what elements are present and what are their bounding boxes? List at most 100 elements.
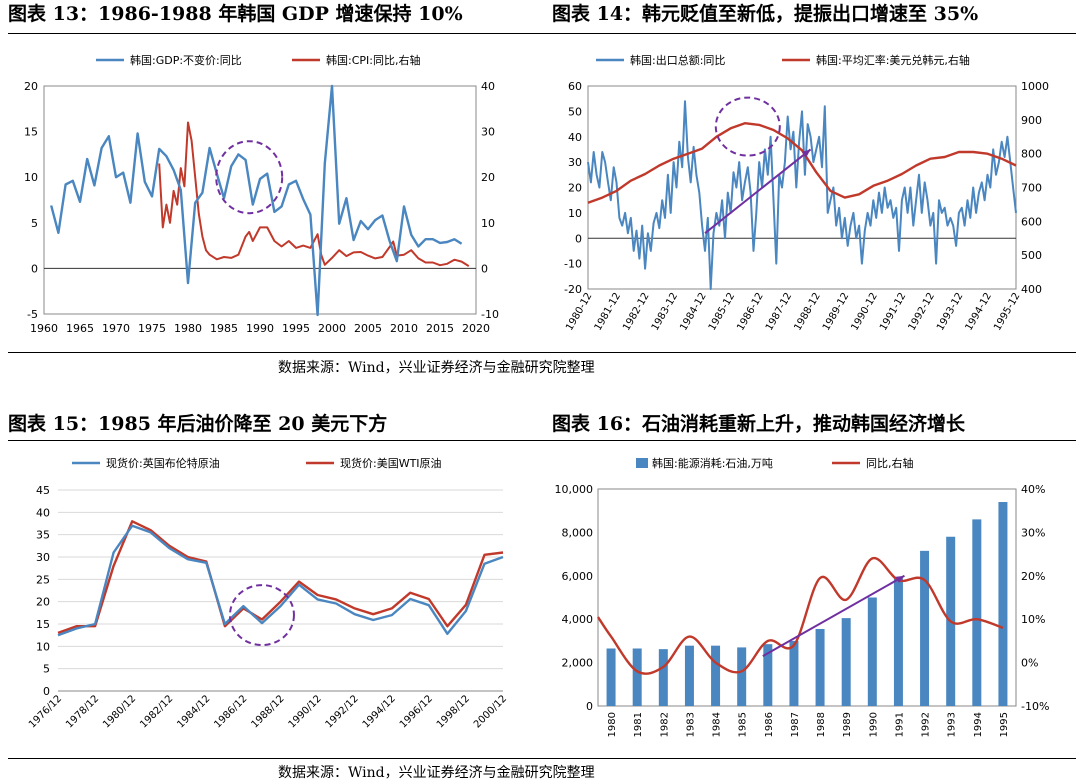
chart15-title: 图表 15：1985 年后油价降至 20 美元下方 [8,413,388,435]
chart15-y-tick: 25 [36,573,50,586]
chart16-yright-tick: 10% [1021,613,1045,626]
chart14: -20 -10 0 10 20 30 40 50 60 400 500 600 700 800 900 100… [564,53,1049,333]
chart16-yright-tick: -10% [1021,700,1049,713]
chart14-annotation-ellipse [714,96,781,157]
chart15-x-tick: 1992/12 [324,693,361,730]
chart14-annotation-arrowhead [801,149,811,158]
chart15-x-tick: 1984/12 [175,693,212,730]
chart13-x-tick: 1980 [174,322,202,335]
chart13-x-tick: 2000 [318,322,346,335]
chart13-x-tick: 1990 [246,322,274,335]
chart15-x-tick: 1998/12 [435,693,472,730]
chart14-yright-tick: 700 [1021,182,1042,195]
chart15-y-tick: 40 [36,506,50,519]
chart14-x-tick: 1986-12 [735,291,765,333]
chart16-x-tick: 1980 [607,712,618,737]
chart16-x-tick: 1989 [842,712,853,737]
rule-mid-2 [8,758,1076,759]
chart16-x-tick: 1995 [999,712,1010,737]
chart15-y-tick: 35 [36,529,50,542]
chart16-bar [789,640,799,706]
chart16-x-tick: 1988 [816,712,827,737]
chart14-yright-tick: 600 [1021,215,1042,228]
chart13-x-tick: 1965 [66,322,94,335]
chart14-x-tick: 1993-12 [935,291,965,333]
chart13-series-gdp [50,84,463,317]
chart15-x-tick: 1990/12 [287,693,324,730]
chart13-legend-label-0: 韩国:GDP:不变价:同比 [130,53,242,67]
chart15-x-tick: 1982/12 [138,693,175,730]
chart16-legend-label-1: 同比,右轴 [866,456,914,470]
chart13-yright-tick: 0 [481,262,488,275]
chart14-yleft-tick: 10 [568,207,582,220]
chart14-yright-tick: 800 [1021,148,1042,161]
chart15-series-brent [57,524,504,637]
rule-mid-1 [8,352,1076,353]
chart14-x-tick: 1989-12 [821,291,851,333]
source-note-bottom: 数据来源：Wind，兴业证券经济与金融研究院整理 [278,765,595,781]
chart16-yleft-tick: 10,000 [555,483,594,496]
chart14-legend-label-0: 韩国:出口总额:同比 [630,53,725,67]
chart16-legend-label-0: 韩国:能源消耗:石油,万吨 [652,456,773,470]
chart16-plot-frame [597,488,1017,707]
chart16-bar [920,550,930,706]
chart16-bar [972,519,982,706]
chart15-y-tick: 10 [36,640,50,653]
chart13-x-tick: 2020 [462,322,490,335]
chart16-x-tick: 1983 [685,712,696,737]
chart14-x-tick: 1982-12 [621,291,651,333]
chart16-x-tick: 1993 [947,712,958,737]
chart15-y-tick: 30 [36,551,50,564]
chart14-annotation-arrow [704,148,812,234]
chart14-yright-tick: 500 [1021,249,1042,262]
chart14-yleft-tick: -10 [564,258,582,271]
chart16-yleft-tick: 8,000 [562,526,594,539]
source-note-top: 数据来源：Wind，兴业证券经济与金融研究院整理 [278,360,595,376]
chart14-series-fx [587,121,1017,204]
chart16-yleft-tick: 2,000 [562,657,594,670]
chart16-x-tick: 1981 [633,712,644,737]
chart13-yright-tick: 40 [481,80,495,93]
chart14-yright-tick: 400 [1021,283,1042,296]
chart16-annotation-arrowhead [895,575,905,583]
chart15-x-tick: 2000/12 [472,693,509,730]
chart16-yright-tick: 40% [1021,483,1045,496]
chart13-yright-tick: 20 [481,171,495,184]
chart16-bar [632,648,642,706]
chart16-bar [815,628,825,706]
chart13-yleft-tick: 20 [24,80,38,93]
chart13-x-tick: 1960 [30,322,58,335]
chart13-yright-tick: 30 [481,126,495,139]
chart16-bar [763,644,773,706]
chart14-x-tick: 1995-12 [992,291,1022,333]
chart13-yleft-tick: -5 [27,308,38,321]
chart16-title: 图表 16：石油消耗重新上升，推动韩国经济增长 [552,413,966,435]
chart16-bar [684,645,694,706]
chart15-x-tick: 1980/12 [101,693,138,730]
chart16-x-tick: 1986 [764,712,775,737]
chart13-x-tick: 2015 [426,322,454,335]
chart14-yright-tick: 1000 [1021,80,1049,93]
chart13-yleft-tick: 10 [24,171,38,184]
chart13-x-tick: 1975 [138,322,166,335]
chart14-x-tick: 1985-12 [707,291,737,333]
chart14-legend-label-1: 韩国:平均汇率:美元兑韩元,右轴 [816,53,970,67]
chart13-x-tick: 2010 [390,322,418,335]
chart16-yright-tick: 0% [1021,657,1038,670]
chart15-x-tick: 1986/12 [212,693,249,730]
chart15-y-tick: 15 [36,618,50,631]
chart15-series-wti [57,520,504,635]
chart13: -5 0 5 10 15 20 -10 0 10 20 30 40 1960 1965 1970 1975 19… [24,53,499,335]
chart14-x-tick: 1988-12 [792,291,822,333]
chart14-yleft-tick: 30 [568,156,582,169]
chart14-x-tick: 1984-12 [678,291,708,333]
chart13-yleft-tick: 0 [31,262,38,275]
chart14-series-export [587,100,1017,290]
chart14-x-tick: 1980-12 [564,291,594,333]
chart14-yleft-tick: 60 [568,80,582,93]
chart13-legend-label-1: 韩国:CPI:同比,右轴 [326,53,420,67]
chart15-y-tick: 45 [36,484,50,497]
chart15-legend-label-0: 现货价:英国布伦特原油 [106,456,220,470]
chart13-x-tick: 1970 [102,322,130,335]
